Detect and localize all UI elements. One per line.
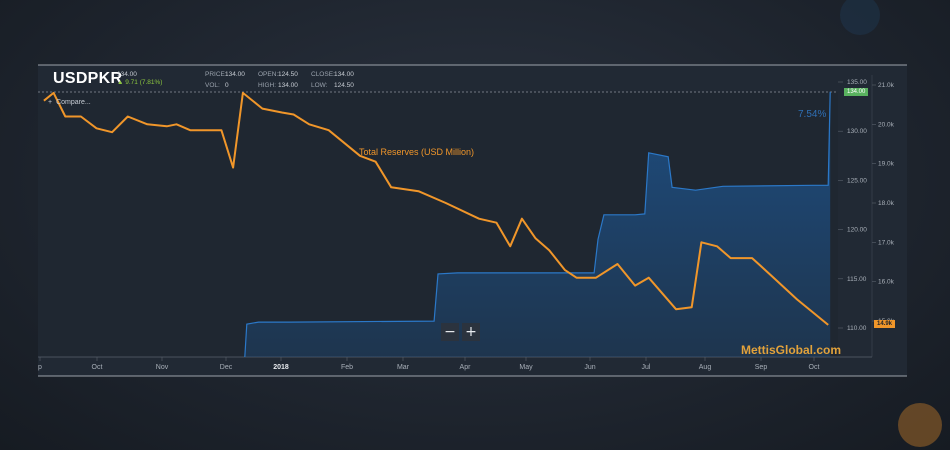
price-axis-label: 120.00 [847, 227, 867, 234]
x-axis-label: 2018 [273, 364, 289, 371]
compare-button[interactable]: + Compare... [48, 99, 91, 106]
reserves-axis-label: 19.0k [878, 161, 895, 168]
x-axis-label: Mar [397, 364, 410, 371]
price-label: PRICE: [205, 71, 227, 78]
reserves-line [43, 91, 829, 326]
price-axis-label: 125.00 [847, 177, 867, 184]
usdpkr-series-group [244, 91, 831, 358]
high-label: HIGH: [258, 82, 277, 89]
reserves-axis-label: 17.0k [878, 239, 895, 246]
vol-label: VOL: [205, 82, 220, 89]
price-change: ▲ 9.71 (7.81%) [117, 79, 163, 86]
background-decoration [840, 0, 942, 447]
zoom-in-button[interactable]: + [462, 323, 480, 341]
reserves-series-group [43, 91, 829, 326]
open-value: 124.50 [278, 71, 298, 78]
price-axis-label: 135.00 [847, 79, 867, 86]
usdpkr-line [244, 91, 831, 358]
reserves-axis-label: 20.0k [878, 121, 895, 128]
x-axis-label: Dec [220, 364, 233, 371]
x-axis-label: May [519, 364, 533, 371]
open-label: OPEN: [258, 71, 279, 78]
price-axis-label: 115.00 [847, 276, 867, 283]
ticker-symbol: USDPKR [53, 70, 123, 87]
low-value: 124.50 [334, 82, 354, 89]
reserves-series-label: Total Reserves (USD Million) [359, 147, 475, 157]
watermark: MettisGlobal.com [741, 343, 842, 357]
current-price-badge: 134.00 [844, 88, 869, 96]
price-axis-label: 130.00 [847, 128, 867, 135]
percent-change-label: 7.54% [798, 109, 827, 120]
x-axis-label: Nov [156, 364, 169, 371]
reserves-axis-label: 16.0k [878, 279, 895, 286]
x-axis-label: Feb [341, 364, 353, 371]
compare-label: Compare... [56, 99, 91, 106]
price-value: 134.00 [225, 71, 245, 78]
reserves-axis-label: 18.0k [878, 200, 895, 207]
vol-value: 0 [225, 82, 229, 89]
low-label: LOW: [311, 82, 328, 89]
reserves-value-badge: 14.9k [874, 320, 896, 328]
close-label: CLOSE: [311, 71, 335, 78]
price-axis-label: 110.00 [847, 325, 867, 332]
x-axis-label: Jun [584, 364, 595, 371]
x-axis-label: Apr [460, 364, 472, 371]
zoom-out-button[interactable]: − [441, 323, 459, 341]
usdpkr-area [244, 91, 831, 358]
x-axis-label: Oct [809, 364, 820, 371]
x-axis-label: Jul [642, 364, 651, 371]
close-value: 134.00 [334, 71, 354, 78]
x-axis-label: p [38, 364, 42, 371]
reserves-axis-label: 21.0k [878, 82, 895, 89]
plus-icon: + [48, 99, 53, 106]
high-value: 134.00 [278, 82, 298, 89]
x-axis-label: Sep [755, 364, 768, 371]
x-axis-label: Aug [699, 364, 712, 371]
last-price: 134.00 [117, 71, 137, 78]
x-axis-label: Oct [92, 364, 103, 371]
